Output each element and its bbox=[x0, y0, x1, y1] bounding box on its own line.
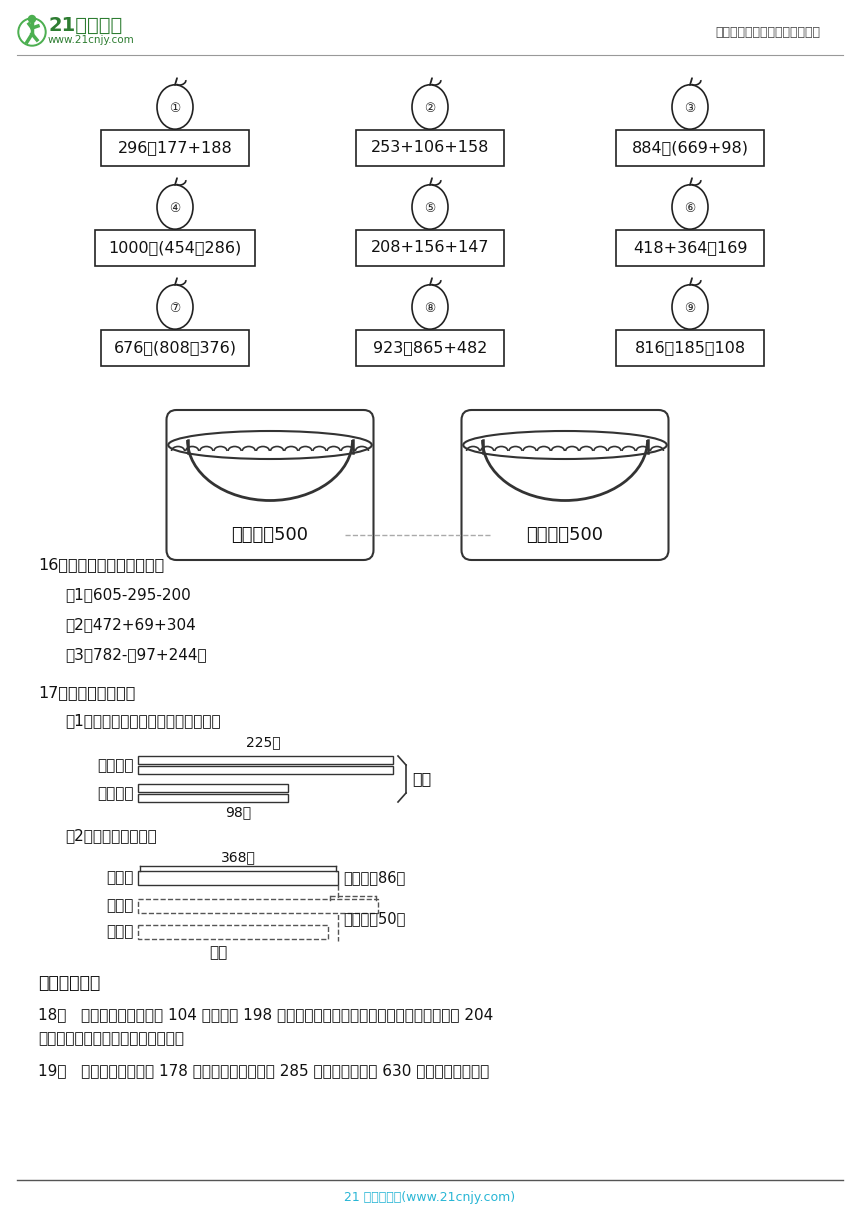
Text: 比柏树少50棵: 比柏树少50棵 bbox=[343, 912, 405, 927]
Ellipse shape bbox=[412, 85, 448, 129]
FancyBboxPatch shape bbox=[138, 899, 378, 913]
FancyBboxPatch shape bbox=[616, 330, 764, 366]
Text: （1）605-295-200: （1）605-295-200 bbox=[65, 587, 191, 602]
Text: 21 世纪教育网(www.21cnjy.com): 21 世纪教育网(www.21cnjy.com) bbox=[345, 1192, 515, 1205]
Text: 676－(808－376): 676－(808－376) bbox=[114, 340, 237, 355]
FancyBboxPatch shape bbox=[138, 794, 288, 803]
Ellipse shape bbox=[672, 185, 708, 229]
Text: 296－177+188: 296－177+188 bbox=[118, 141, 232, 156]
Text: 1000－(454－286): 1000－(454－286) bbox=[108, 241, 242, 255]
Text: 枫树：: 枫树： bbox=[107, 924, 134, 940]
Ellipse shape bbox=[672, 85, 708, 129]
Ellipse shape bbox=[157, 285, 193, 330]
FancyBboxPatch shape bbox=[95, 230, 255, 266]
Text: 225本: 225本 bbox=[246, 734, 280, 749]
Text: ④: ④ bbox=[169, 202, 181, 214]
FancyBboxPatch shape bbox=[356, 130, 504, 167]
Ellipse shape bbox=[169, 430, 372, 458]
FancyBboxPatch shape bbox=[616, 130, 764, 167]
Text: 16．用你喜欢的方式计算。: 16．用你喜欢的方式计算。 bbox=[38, 557, 164, 573]
Text: ⑦: ⑦ bbox=[169, 302, 181, 315]
Text: 368棵: 368棵 bbox=[220, 850, 255, 865]
Text: ①: ① bbox=[169, 101, 181, 114]
Text: ⑨: ⑨ bbox=[685, 302, 696, 315]
Text: 418+364－169: 418+364－169 bbox=[633, 241, 747, 255]
Ellipse shape bbox=[412, 185, 448, 229]
Text: 故事书：: 故事书： bbox=[97, 759, 134, 773]
Text: 19．   粮店上午卖出面粉 178 千克，下午卖出面粉 285 千克，还剩面粉 630 千克，粮店原来有: 19． 粮店上午卖出面粉 178 千克，下午卖出面粉 285 千克，还剩面粉 6… bbox=[38, 1064, 489, 1079]
Text: 中小学教育资源及组卷应用平台: 中小学教育资源及组卷应用平台 bbox=[715, 26, 820, 39]
FancyBboxPatch shape bbox=[616, 230, 764, 266]
Circle shape bbox=[20, 19, 44, 44]
Text: 884－(669+98): 884－(669+98) bbox=[631, 141, 748, 156]
Text: 科技书：: 科技书： bbox=[97, 787, 134, 801]
Text: （3）782-（97+244）: （3）782-（97+244） bbox=[65, 647, 206, 663]
Text: 17．看图列式计算。: 17．看图列式计算。 bbox=[38, 686, 135, 700]
Text: （1）故事书和科技书一共有多少本？: （1）故事书和科技书一共有多少本？ bbox=[65, 714, 221, 728]
FancyBboxPatch shape bbox=[101, 330, 249, 366]
Text: ？棵: ？棵 bbox=[209, 946, 227, 961]
Text: 253+106+158: 253+106+158 bbox=[371, 141, 489, 156]
Text: （2）472+69+304: （2）472+69+304 bbox=[65, 618, 196, 632]
Text: ？本: ？本 bbox=[412, 771, 431, 787]
Text: ⑥: ⑥ bbox=[685, 202, 696, 214]
Text: 21世纪教育: 21世纪教育 bbox=[48, 16, 122, 34]
Text: 柳树：: 柳树： bbox=[107, 871, 134, 885]
FancyBboxPatch shape bbox=[138, 766, 393, 775]
Ellipse shape bbox=[157, 85, 193, 129]
Text: （2）枫树有多少棵？: （2）枫树有多少棵？ bbox=[65, 828, 157, 844]
Ellipse shape bbox=[464, 430, 666, 458]
FancyBboxPatch shape bbox=[356, 230, 504, 266]
Circle shape bbox=[18, 18, 46, 46]
Text: ⑤: ⑤ bbox=[424, 202, 436, 214]
Text: 得数大于500: 得数大于500 bbox=[231, 527, 309, 544]
Ellipse shape bbox=[412, 285, 448, 330]
Circle shape bbox=[28, 16, 35, 23]
Ellipse shape bbox=[672, 285, 708, 330]
Text: 208+156+147: 208+156+147 bbox=[371, 241, 489, 255]
Text: 18．   某小学三年级有男生 104 人，女生 198 人。现进行核酸检测，已经完成核酸检测的有 204: 18． 某小学三年级有男生 104 人，女生 198 人。现进行核酸检测，已经完… bbox=[38, 1008, 494, 1023]
Text: 816－185－108: 816－185－108 bbox=[635, 340, 746, 355]
FancyBboxPatch shape bbox=[138, 871, 338, 885]
FancyBboxPatch shape bbox=[462, 410, 668, 561]
Text: 人，还有多少人没有完成核酸检测？: 人，还有多少人没有完成核酸检测？ bbox=[38, 1031, 184, 1047]
Text: 923－865+482: 923－865+482 bbox=[373, 340, 487, 355]
Text: 得数小于500: 得数小于500 bbox=[526, 527, 604, 544]
FancyBboxPatch shape bbox=[138, 925, 328, 939]
Text: ③: ③ bbox=[685, 101, 696, 114]
Text: 四、解决问题: 四、解决问题 bbox=[38, 974, 101, 992]
FancyBboxPatch shape bbox=[356, 330, 504, 366]
FancyBboxPatch shape bbox=[138, 756, 393, 764]
Text: 比柳树多86棵: 比柳树多86棵 bbox=[343, 871, 405, 885]
Text: www.21cnjy.com: www.21cnjy.com bbox=[48, 35, 135, 45]
FancyBboxPatch shape bbox=[167, 410, 373, 561]
Text: 柏树：: 柏树： bbox=[107, 899, 134, 913]
FancyBboxPatch shape bbox=[138, 784, 288, 792]
Text: ②: ② bbox=[424, 101, 436, 114]
Text: ⑧: ⑧ bbox=[424, 302, 436, 315]
Ellipse shape bbox=[157, 185, 193, 229]
Text: 98本: 98本 bbox=[225, 805, 251, 820]
FancyBboxPatch shape bbox=[101, 130, 249, 167]
